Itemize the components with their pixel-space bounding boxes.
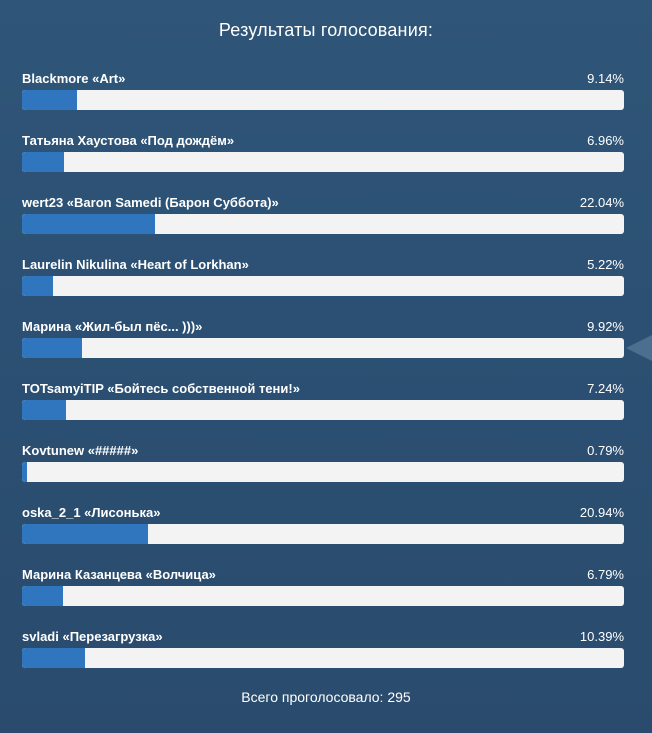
option-percent: 20.94% [579, 505, 624, 520]
option-label: oska_2_1 «Лисонька» [22, 505, 161, 520]
option-label: wert23 «Baron Samedi (Барон Суббота)» [22, 195, 279, 210]
progress-fill [22, 152, 64, 172]
option-percent: 5.22% [587, 257, 624, 272]
poll-option: Марина Казанцева «Волчица» 6.79% [22, 567, 624, 629]
progress-fill [22, 338, 82, 358]
total-votes: Всего проголосовало: 295 [241, 689, 411, 705]
progress-fill [22, 648, 85, 668]
option-label: Марина Казанцева «Волчица» [22, 567, 216, 582]
poll-title: Результаты голосования: [218, 20, 434, 40]
collapse-arrow-icon[interactable] [626, 335, 652, 361]
progress-track [22, 152, 624, 172]
option-percent: 6.79% [587, 567, 624, 582]
option-label: Kovtunew «#####» [22, 443, 139, 458]
option-label: svladi «Перезагрузка» [22, 629, 163, 644]
poll-option: oska_2_1 «Лисонька» 20.94% [22, 505, 624, 567]
poll-option: Laurelin Nikulina «Heart of Lorkhan» 5.2… [22, 257, 624, 319]
option-percent: 22.04% [579, 195, 624, 210]
option-label: Laurelin Nikulina «Heart of Lorkhan» [22, 257, 249, 272]
poll-list: Blackmore «Art» 9.14% Татьяна Хаустова «… [22, 71, 624, 691]
progress-track [22, 338, 624, 358]
option-percent: 9.92% [587, 319, 624, 334]
poll-option: Blackmore «Art» 9.14% [22, 71, 624, 133]
progress-fill [22, 524, 149, 544]
progress-fill [22, 276, 54, 296]
poll-option: TOTsamyiTIP «Бойтесь собственной тени!» … [22, 381, 624, 443]
progress-track [22, 462, 624, 482]
progress-track [22, 648, 624, 668]
poll-option: wert23 «Baron Samedi (Барон Суббота)» 22… [22, 195, 624, 257]
option-percent: 6.96% [587, 133, 624, 148]
progress-track [22, 586, 624, 606]
progress-track [22, 214, 624, 234]
poll-option: Марина «Жил-был пёс... )))» 9.92% [22, 319, 624, 381]
progress-fill [22, 214, 155, 234]
progress-track [22, 524, 624, 544]
option-percent: 7.24% [587, 381, 624, 396]
poll-option: Татьяна Хаустова «Под дождём» 6.96% [22, 133, 624, 195]
poll-option: Kovtunew «#####» 0.79% [22, 443, 624, 505]
progress-fill [22, 90, 78, 110]
progress-fill [22, 462, 27, 482]
progress-track [22, 90, 624, 110]
progress-fill [22, 586, 63, 606]
option-label: Татьяна Хаустова «Под дождём» [22, 133, 235, 148]
progress-fill [22, 400, 66, 420]
option-percent: 10.39% [579, 629, 624, 644]
option-percent: 0.79% [587, 443, 624, 458]
progress-track [22, 276, 624, 296]
option-percent: 9.14% [587, 71, 624, 86]
poll-option: svladi «Перезагрузка» 10.39% [22, 629, 624, 691]
option-label: Марина «Жил-был пёс... )))» [22, 319, 203, 334]
progress-track [22, 400, 624, 420]
option-label: TOTsamyiTIP «Бойтесь собственной тени!» [22, 381, 300, 396]
option-label: Blackmore «Art» [22, 71, 126, 86]
